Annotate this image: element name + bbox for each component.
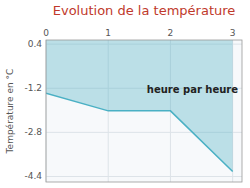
x-tick-label: 1 (105, 28, 111, 38)
plot-background (46, 40, 242, 182)
x-tick-label: 2 (168, 28, 174, 38)
area-fill (46, 40, 233, 172)
chart: 0.4 -1.2 -2.8 -4.4 0 1 2 3 heure par heure Evolut… (0, 0, 250, 188)
plot-frame (46, 40, 242, 182)
y-tick-label: 0.4 (28, 39, 43, 49)
y-tick-label: -4.4 (24, 171, 42, 181)
x-tick-label: 0 (43, 28, 49, 38)
title: Evolution de la température (53, 3, 236, 18)
data-group (46, 40, 233, 172)
y-tick-label: -1.2 (24, 83, 42, 93)
y-tick-label: -2.8 (24, 127, 42, 137)
y-grid-line (46, 176, 242, 177)
y-axis-label: Température en °C (5, 69, 15, 155)
grid (46, 40, 242, 182)
x-tick-label: 3 (230, 28, 236, 38)
line (46, 93, 233, 171)
annotation: heure par heure (147, 84, 238, 95)
